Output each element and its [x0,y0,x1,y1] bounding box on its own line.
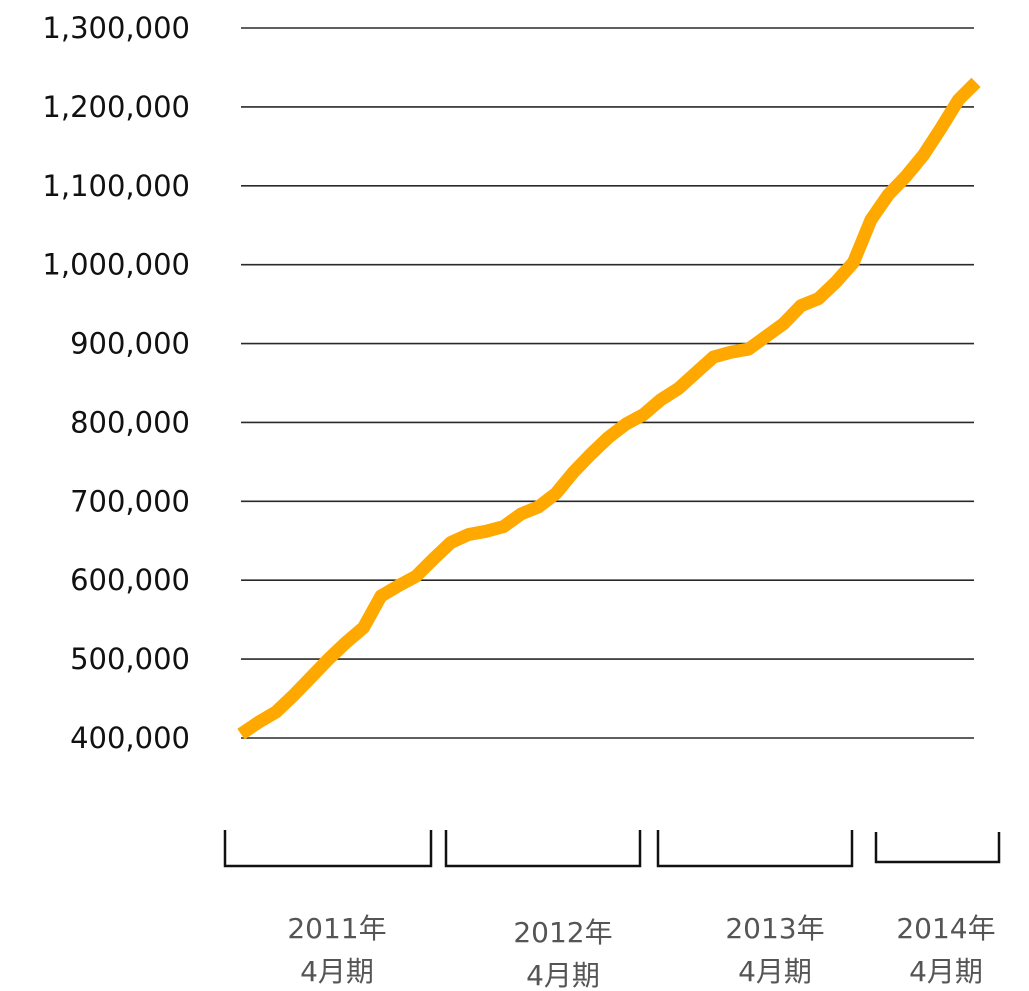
y-tick-label: 1,200,000 [42,90,190,124]
period-bracket [656,830,854,868]
y-tick-label: 700,000 [70,484,190,518]
y-tick-label: 400,000 [70,721,190,755]
y-tick-label: 800,000 [70,405,190,439]
period-label-year: 2013年 [725,912,824,945]
y-tick-label: 1,000,000 [42,248,190,282]
period-bracket [223,830,433,868]
y-tick-label: 1,300,000 [42,11,190,45]
period-label-term: 4月期 [738,955,812,988]
gridlines [241,27,974,739]
period-label-term: 4月期 [909,955,983,988]
y-tick-label: 900,000 [70,327,190,361]
series-line [237,77,981,740]
series-layer [237,77,981,740]
period-label-term: 4月期 [300,955,374,988]
y-tick-label: 600,000 [70,563,190,597]
period-label-term: 4月期 [526,959,600,991]
period-bracket [874,832,1001,864]
y-tick-label: 500,000 [70,642,190,676]
x-axis-period-groups: 2011年 4月期 2012年 4月期 2013年 4月期 2014年 4月期 [223,830,1001,991]
period-label-year: 2011年 [287,912,386,945]
period-bracket [444,830,642,868]
period-label-year: 2012年 [513,916,612,949]
y-axis: 400,000 500,000 600,000 700,000 800,000 900,0… [42,11,190,755]
y-tick-label: 1,100,000 [42,169,190,203]
period-label-year: 2014年 [896,912,995,945]
